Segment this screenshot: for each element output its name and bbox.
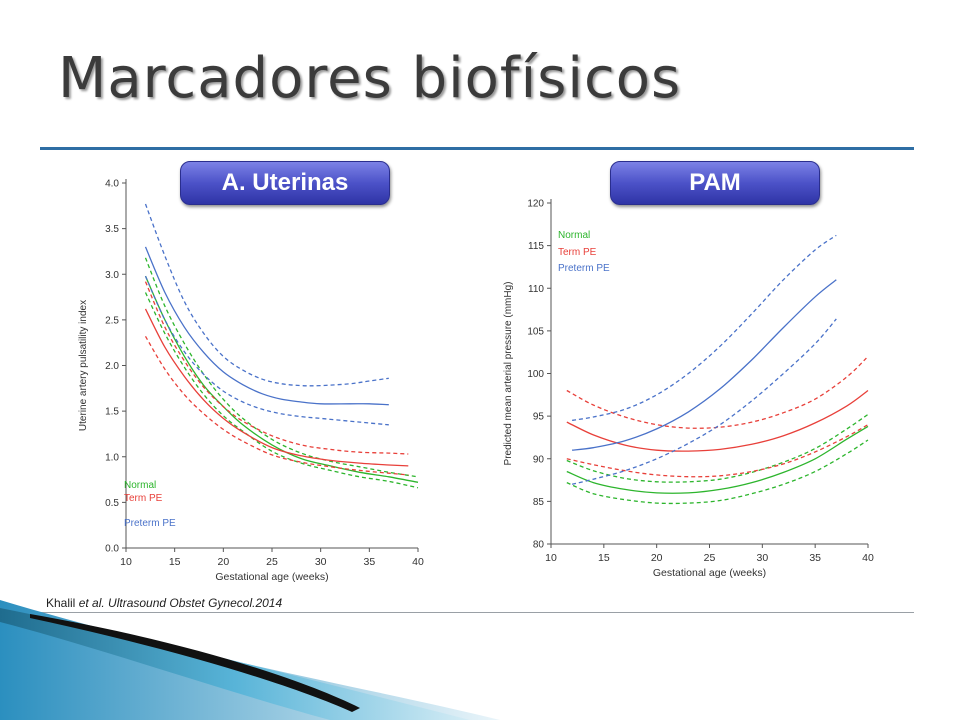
citation: Khalil et al. Ultrasound Obstet Gynecol.… — [46, 596, 282, 610]
citation-source: et al. Ultrasound Obstet Gynecol. — [78, 596, 256, 610]
badge-mean-arterial-pressure: PAM — [610, 161, 820, 205]
y-tick-label: 80 — [533, 540, 545, 551]
y-tick-label: 120 — [527, 199, 544, 210]
series-line-normal-bound — [566, 413, 869, 483]
x-tick-label: 30 — [756, 552, 768, 564]
y-tick-label: 2.5 — [105, 315, 119, 326]
x-tick-label: 40 — [862, 552, 874, 564]
y-tick-label: 0.0 — [105, 544, 119, 555]
legend-item-normal: Normal — [124, 480, 156, 491]
y-tick-label: 90 — [533, 454, 545, 465]
y-tick-label: 95 — [533, 412, 545, 423]
series-line-preterm-bound — [144, 203, 389, 387]
decorative-swoosh — [0, 600, 500, 720]
swoosh-dark-stroke — [30, 614, 360, 712]
x-tick-label: 10 — [545, 552, 557, 564]
slide-title: Marcadores biofísicos — [58, 46, 682, 111]
x-axis-label: Gestational age (weeks) — [215, 571, 328, 583]
series-line-term — [144, 308, 409, 467]
legend-item-term: Term PE — [124, 493, 163, 504]
badge-uterine-arteries: A. Uterinas — [180, 161, 390, 205]
series-line-term-bound — [566, 424, 869, 478]
y-axis-label: Predicted mean arterial pressure (mmHg) — [503, 282, 514, 466]
x-tick-label: 15 — [598, 552, 610, 564]
y-tick-label: 3.5 — [105, 224, 119, 235]
y-tick-label: 110 — [528, 284, 544, 295]
series-line-preterm — [572, 279, 837, 451]
series-line-term-bound — [566, 355, 869, 429]
x-axis-label: Gestational age (weeks) — [653, 567, 766, 579]
legend-item-preterm: Preterm PE — [558, 263, 610, 274]
x-tick-label: 25 — [266, 556, 278, 568]
uterine-artery-pi-chart: 0.0 0.5 1.0 1.5 2.0 2.5 3.0 3.5 4.0 10 15 20 25 30 35 4… — [78, 179, 424, 584]
y-tick-label: 85 — [533, 497, 545, 508]
series-line-normal — [144, 275, 419, 483]
y-axis-label: Uterine artery pulsatility index — [78, 300, 89, 431]
x-tick-label: 30 — [315, 556, 327, 568]
citation-author: Khalil — [46, 596, 79, 610]
y-tick-label: 1.0 — [105, 452, 119, 463]
x-tick-label: 20 — [651, 552, 663, 564]
y-tick-label: 100 — [527, 369, 544, 380]
x-tick-label: 40 — [412, 556, 424, 568]
footer-rule — [40, 612, 914, 613]
series-line-preterm-bound — [144, 275, 389, 426]
swoosh-light — [0, 600, 500, 720]
series-line-preterm-bound — [571, 234, 837, 422]
y-tick-label: 3.0 — [105, 270, 119, 281]
title-underline — [40, 147, 914, 150]
series-line-normal — [566, 425, 869, 494]
series-line-preterm-bound — [571, 318, 837, 485]
series-line-preterm — [144, 246, 389, 406]
mean-arterial-pressure-chart: 80 85 90 95 100 105 110 115 120 10 15 20 25 30 35 40 Ges… — [503, 199, 874, 580]
x-tick-label: 20 — [217, 556, 229, 568]
series-line-normal-bound — [144, 292, 419, 489]
y-tick-label: 0.5 — [105, 498, 119, 509]
legend-item-preterm: Preterm PE — [124, 518, 176, 529]
y-tick-label: 115 — [528, 241, 544, 252]
legend-item-term: Term PE — [558, 247, 597, 258]
x-tick-label: 15 — [169, 556, 181, 568]
y-tick-label: 4.0 — [105, 179, 119, 190]
y-tick-label: 1.5 — [105, 407, 119, 418]
series-line-term — [566, 389, 869, 452]
y-tick-label: 105 — [527, 326, 544, 337]
series-line-normal-bound — [566, 439, 869, 505]
series-line-term-bound — [144, 281, 409, 455]
y-tick-label: 2.0 — [105, 361, 119, 372]
series-line-normal-bound — [144, 257, 419, 478]
x-tick-label: 35 — [809, 552, 821, 564]
series-line-term-bound — [144, 335, 409, 476]
x-tick-label: 10 — [120, 556, 132, 568]
citation-year: 2014 — [255, 596, 283, 610]
x-tick-label: 35 — [363, 556, 375, 568]
legend-item-normal: Normal — [558, 230, 590, 241]
x-tick-label: 25 — [704, 552, 716, 564]
